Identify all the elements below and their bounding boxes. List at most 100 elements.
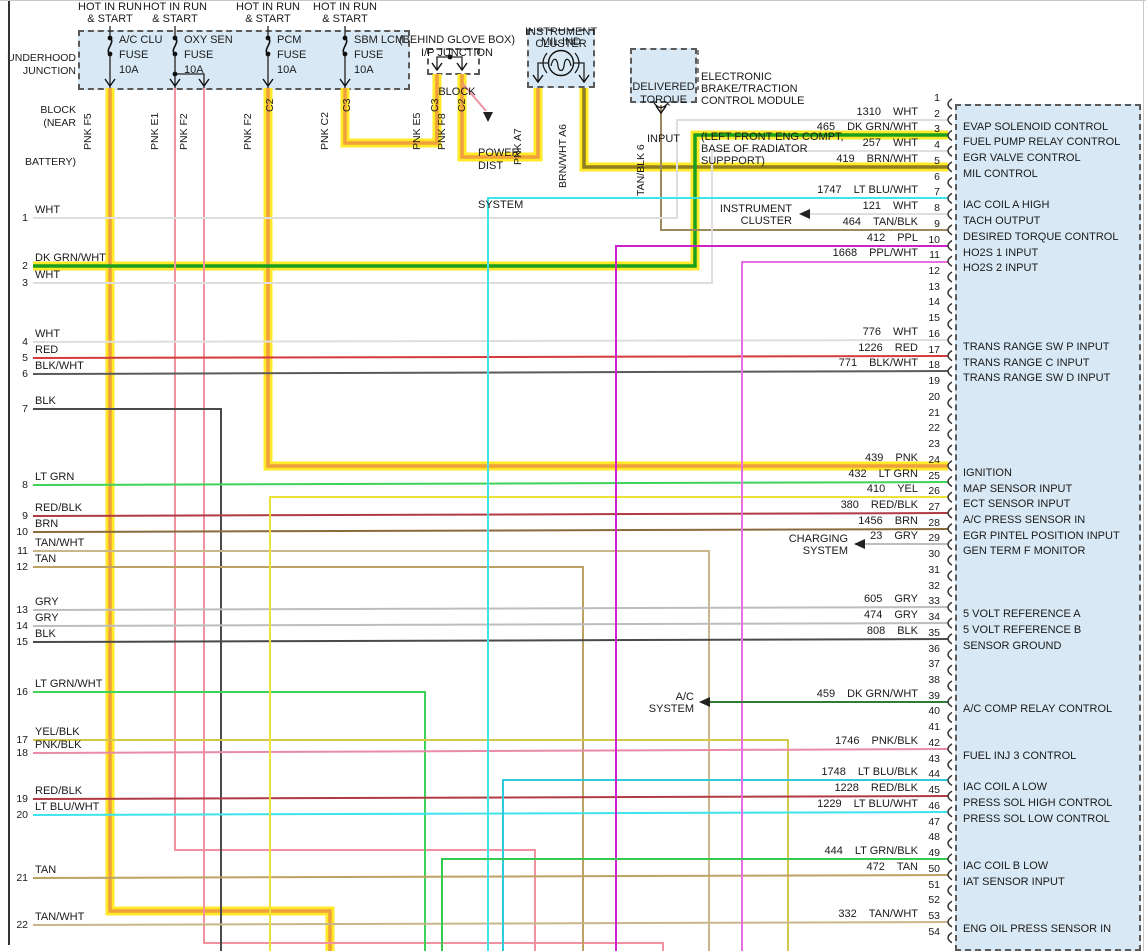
pcm-wire-label: 1228 RED/BLK bbox=[834, 782, 918, 795]
pcm-pin-number: 28 bbox=[928, 516, 940, 529]
pcm-pin-number: 13 bbox=[928, 280, 940, 293]
pcm-wire-label: 444 LT GRN/BLK bbox=[824, 845, 918, 858]
left-pin-color: TAN/WHT bbox=[35, 537, 85, 549]
pcm-pin-number: 41 bbox=[928, 721, 940, 734]
pcm-connector-box bbox=[955, 104, 1141, 951]
terminal-label: C2 bbox=[456, 98, 468, 112]
pcm-pin-function: 5 VOLT REFERENCE A bbox=[963, 608, 1081, 621]
pcm-pin-number: 20 bbox=[928, 390, 940, 403]
pcm-wire-label: 121 WHT bbox=[862, 200, 918, 213]
pcm-wire-label: 1668 PPL/WHT bbox=[832, 247, 918, 260]
pcm-pin-function: TACH OUTPUT bbox=[963, 215, 1041, 228]
pcm-wire-label: 1747 LT BLU/WHT bbox=[817, 184, 918, 197]
pcm-wire-label: 412 PPL bbox=[866, 231, 918, 244]
fuse-feed-label: HOT IN RUN & START bbox=[143, 1, 207, 25]
left-pin-number: 19 bbox=[16, 793, 28, 805]
pcm-pin-number: 36 bbox=[928, 642, 940, 655]
underhood-junction-block-box bbox=[78, 30, 410, 90]
pcm-pin-number: 11 bbox=[929, 249, 940, 262]
left-pin-color: TAN/WHT bbox=[35, 911, 85, 923]
left-pin-color: WHT bbox=[35, 204, 61, 216]
pcm-pin-number: 48 bbox=[928, 831, 940, 844]
pcm-pin-number: 25 bbox=[928, 469, 940, 482]
pcm-pin-number: 31 bbox=[928, 563, 940, 576]
delivered-torque-box bbox=[630, 48, 697, 103]
instrument-cluster-title: INSTRUMENT CLUSTER bbox=[524, 26, 598, 50]
pcm-pin-number: 35 bbox=[928, 626, 940, 639]
pcm-wire-label: 410 YEL bbox=[866, 483, 918, 496]
pcm-pin-function: EGR VALVE CONTROL bbox=[963, 152, 1081, 165]
pcm-pin-function: EVAP SOLENOID CONTROL bbox=[963, 120, 1109, 133]
left-pin-number: 14 bbox=[16, 620, 28, 632]
left-pin-color: YEL/BLK bbox=[35, 726, 80, 738]
pcm-wire-label: 1456 BRN bbox=[858, 514, 918, 527]
pcm-pin-function: PRESS SOL HIGH CONTROL bbox=[963, 797, 1113, 810]
terminal-label: BRN/WHT A6 bbox=[557, 124, 569, 188]
pcm-pin-number: 52 bbox=[928, 894, 940, 907]
pcm-pin-number: 39 bbox=[928, 689, 940, 702]
pcm-pin-number: 14 bbox=[928, 296, 940, 309]
pcm-pin-number: 29 bbox=[928, 532, 940, 545]
fuse-feed-label: HOT IN RUN & START bbox=[313, 1, 377, 25]
left-pin-number: 7 bbox=[22, 403, 28, 415]
left-pin-color: LT GRN/WHT bbox=[35, 678, 103, 690]
pcm-pin-number: 45 bbox=[928, 784, 940, 797]
left-pin-color: RED/BLK bbox=[35, 502, 83, 514]
delivered-torque-label: DELIVERED TORQUE INPUT bbox=[632, 81, 695, 145]
fuse-name-label: PCM FUSE 10A bbox=[277, 34, 307, 76]
pcm-wire-label: 459 DK GRN/WHT bbox=[816, 687, 918, 700]
pcm-pin-function: IAC COIL B LOW bbox=[963, 860, 1049, 873]
pcm-pin-number: 32 bbox=[928, 579, 940, 592]
reference-label: CHARGING SYSTEM bbox=[788, 533, 848, 557]
pcm-pin-number: 33 bbox=[928, 595, 940, 608]
pcm-wire-label: 1226 RED bbox=[858, 341, 918, 354]
left-pin-number: 20 bbox=[16, 809, 28, 821]
pcm-pin-function: MAP SENSOR INPUT bbox=[963, 482, 1073, 495]
pcm-pin-number: 30 bbox=[928, 548, 940, 561]
pcm-pin-function: PRESS SOL LOW CONTROL bbox=[963, 812, 1110, 825]
left-pin-color: BRN bbox=[35, 518, 59, 530]
pcm-pin-number: 16 bbox=[928, 327, 940, 340]
left-pin-number: 15 bbox=[16, 636, 28, 648]
pcm-pin-number: 34 bbox=[928, 611, 940, 624]
pcm-wire-label: 771 BLK/WHT bbox=[838, 357, 918, 370]
pcm-pin-number: 42 bbox=[928, 736, 940, 749]
pcm-pin-number: 10 bbox=[928, 233, 940, 246]
pcm-wire-label: 1310 WHT bbox=[856, 105, 918, 118]
pcm-pin-function: TRANS RANGE SW P INPUT bbox=[963, 340, 1110, 353]
pcm-pin-function: HO2S 1 INPUT bbox=[963, 246, 1039, 259]
top-border bbox=[0, 0, 1146, 1]
pcm-pin-number: 7 bbox=[934, 186, 940, 199]
pcm-pin-function: ENG OIL PRESS SENSOR IN bbox=[963, 922, 1112, 935]
pcm-pin-function: HO2S 2 INPUT bbox=[963, 262, 1039, 275]
pcm-pin-function: A/C PRESS SENSOR IN bbox=[963, 513, 1086, 526]
left-pin-color: LT BLU/WHT bbox=[35, 801, 100, 813]
terminal-label: PNK E1 bbox=[149, 112, 161, 150]
pcm-pin-function: TRANS RANGE SW D INPUT bbox=[963, 372, 1111, 385]
fuse-name-label: OXY SEN FUSE 10A bbox=[184, 34, 233, 76]
left-pin-number: 8 bbox=[22, 479, 28, 491]
pcm-pin-number: 21 bbox=[928, 406, 940, 419]
pcm-pin-number: 12 bbox=[928, 265, 940, 278]
pcm-pin-number: 2 bbox=[934, 107, 940, 120]
pcm-pin-function: FUEL INJ 3 CONTROL bbox=[963, 749, 1077, 762]
pcm-pin-number: 19 bbox=[928, 375, 940, 388]
left-pin-color: GRY bbox=[35, 596, 59, 608]
left-pin-color: BLK/WHT bbox=[35, 360, 84, 372]
pcm-pin-number: 40 bbox=[928, 705, 940, 718]
left-pin-number: 13 bbox=[16, 604, 28, 616]
pcm-pin-number: 26 bbox=[928, 485, 940, 498]
left-pin-color: PNK/BLK bbox=[35, 739, 82, 751]
left-pin-number: 22 bbox=[16, 919, 28, 931]
pcm-pin-function: IAT SENSOR INPUT bbox=[963, 875, 1065, 888]
pcm-pin-function: IGNITION bbox=[963, 466, 1012, 479]
left-pin-number: 18 bbox=[16, 747, 28, 759]
terminal-label: C3 bbox=[341, 98, 353, 112]
left-pin-color: GRY bbox=[35, 612, 59, 624]
pcm-pin-number: 15 bbox=[928, 312, 940, 325]
terminal-label: PNK F2 bbox=[178, 113, 190, 150]
pcm-wire-label: 1748 LT BLU/BLK bbox=[821, 766, 918, 779]
left-pin-color: TAN bbox=[35, 864, 57, 876]
pcm-wire-label: 419 BRN/WHT bbox=[836, 152, 918, 165]
